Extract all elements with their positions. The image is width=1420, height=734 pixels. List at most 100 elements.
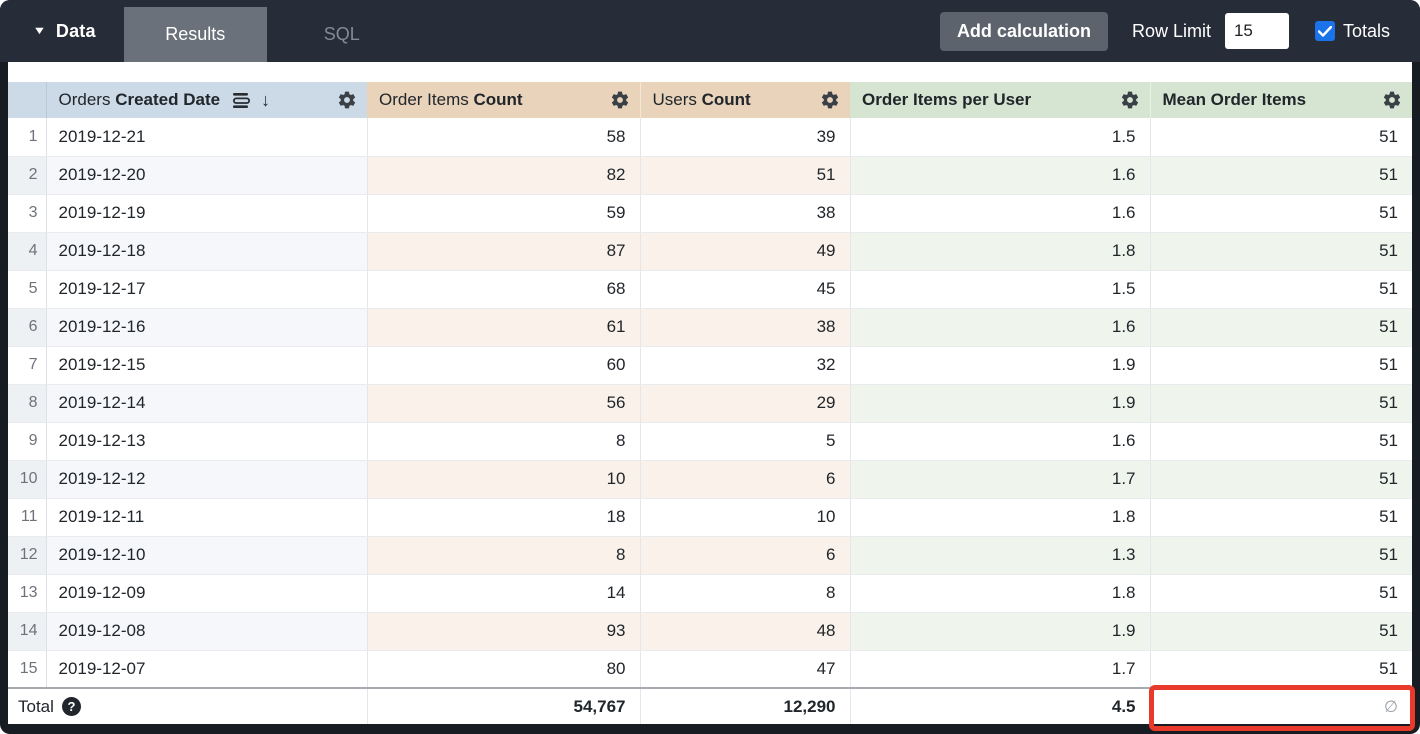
cell-orders-created-date[interactable]: 2019-12-15 [45, 346, 367, 385]
cell-orders-created-date[interactable]: 2019-12-13 [45, 422, 367, 461]
cell-order-items-count[interactable]: 87 [366, 232, 640, 271]
cell-orders-created-date[interactable]: 2019-12-09 [45, 574, 367, 613]
cell-users-count[interactable]: 38 [639, 308, 850, 347]
cell-users-count[interactable]: 51 [639, 156, 850, 195]
column-header-order-items-count[interactable]: Order Items Count [367, 82, 640, 118]
cell-mean-order-items[interactable]: 51 [1149, 156, 1412, 195]
cell-orders-created-date[interactable]: 2019-12-21 [45, 118, 367, 157]
cell-order-items-count[interactable]: 8 [366, 536, 640, 575]
row-number: 15 [8, 650, 47, 689]
cell-mean-order-items[interactable]: 51 [1149, 650, 1412, 689]
cell-orders-created-date[interactable]: 2019-12-10 [45, 536, 367, 575]
cell-order-items-count[interactable]: 60 [366, 346, 640, 385]
cell-mean-order-items[interactable]: 51 [1149, 384, 1412, 423]
cell-mean-order-items[interactable]: 51 [1149, 308, 1412, 347]
cell-orders-created-date[interactable]: 2019-12-08 [45, 612, 367, 651]
cell-users-count[interactable]: 6 [639, 460, 850, 499]
cell-order-items-count[interactable]: 93 [366, 612, 640, 651]
cell-orders-created-date[interactable]: 2019-12-17 [45, 270, 367, 309]
cell-mean-order-items[interactable]: 51 [1149, 498, 1412, 537]
cell-users-count[interactable]: 38 [639, 194, 850, 233]
cell-users-count[interactable]: 8 [639, 574, 850, 613]
cell-order-items-per-user[interactable]: 1.9 [849, 384, 1150, 423]
cell-orders-created-date[interactable]: 2019-12-11 [45, 498, 367, 537]
cell-order-items-per-user[interactable]: 1.6 [849, 422, 1150, 461]
data-menu-toggle[interactable]: ▼ Data [8, 0, 124, 62]
cell-order-items-per-user[interactable]: 1.6 [849, 308, 1150, 347]
cell-users-count[interactable]: 39 [639, 118, 850, 157]
cell-mean-order-items[interactable]: 51 [1149, 536, 1412, 575]
cell-order-items-per-user[interactable]: 1.8 [849, 574, 1150, 613]
cell-mean-order-items[interactable]: 51 [1149, 346, 1412, 385]
cell-order-items-count[interactable]: 61 [366, 308, 640, 347]
cell-users-count[interactable]: 32 [639, 346, 850, 385]
gear-icon[interactable] [1382, 90, 1402, 110]
totals-checkbox[interactable] [1314, 21, 1335, 41]
table-row: 9 2019-12-13 8 5 1.6 51 [8, 422, 1412, 461]
cell-order-items-per-user[interactable]: 1.8 [849, 498, 1150, 537]
gear-icon[interactable] [337, 90, 357, 110]
tab-results[interactable]: Results [123, 7, 267, 62]
column-header-users-count[interactable]: Users Count [639, 82, 850, 118]
cell-mean-order-items[interactable]: 51 [1149, 118, 1412, 157]
cell-users-count[interactable]: 6 [639, 536, 850, 575]
cell-order-items-count[interactable]: 59 [366, 194, 640, 233]
cell-order-items-count[interactable]: 18 [366, 498, 640, 537]
gear-icon[interactable] [1120, 90, 1140, 110]
cell-mean-order-items[interactable]: 51 [1149, 460, 1412, 499]
cell-order-items-per-user[interactable]: 1.7 [849, 650, 1150, 689]
cell-order-items-per-user[interactable]: 1.6 [849, 156, 1150, 195]
cell-users-count[interactable]: 47 [639, 650, 850, 689]
cell-orders-created-date[interactable]: 2019-12-19 [45, 194, 367, 233]
column-header-order-items-per-user[interactable]: Order Items per User [850, 82, 1150, 118]
cell-order-items-count[interactable]: 8 [366, 422, 640, 461]
column-header-mean-order-items[interactable]: Mean Order Items [1149, 82, 1412, 118]
cell-mean-order-items[interactable]: 51 [1149, 270, 1412, 309]
row-limit-input[interactable] [1224, 13, 1289, 49]
cell-mean-order-items[interactable]: 51 [1149, 232, 1412, 271]
cell-mean-order-items[interactable]: 51 [1149, 574, 1412, 613]
cell-orders-created-date[interactable]: 2019-12-07 [45, 650, 367, 689]
cell-users-count[interactable]: 48 [639, 612, 850, 651]
cell-users-count[interactable]: 49 [639, 232, 850, 271]
add-calculation-button[interactable]: Add calculation [939, 11, 1108, 51]
cell-orders-created-date[interactable]: 2019-12-20 [45, 156, 367, 195]
gear-icon[interactable] [820, 90, 840, 110]
cell-order-items-per-user[interactable]: 1.5 [849, 270, 1150, 309]
cell-mean-order-items[interactable]: 51 [1149, 612, 1412, 651]
fill-fields-icon[interactable] [232, 92, 251, 109]
cell-order-items-count[interactable]: 82 [366, 156, 640, 195]
cell-users-count[interactable]: 29 [639, 384, 850, 423]
cell-order-items-count[interactable]: 14 [366, 574, 640, 613]
cell-users-count[interactable]: 10 [639, 498, 850, 537]
cell-order-items-per-user[interactable]: 1.3 [849, 536, 1150, 575]
cell-order-items-per-user[interactable]: 1.7 [849, 460, 1150, 499]
cell-order-items-count[interactable]: 80 [366, 650, 640, 689]
cell-order-items-per-user[interactable]: 1.5 [849, 118, 1150, 157]
help-icon[interactable]: ? [61, 697, 81, 716]
cell-order-items-per-user[interactable]: 1.6 [849, 194, 1150, 233]
cell-order-items-per-user[interactable]: 1.9 [849, 612, 1150, 651]
cell-users-count[interactable]: 45 [639, 270, 850, 309]
row-number: 11 [8, 498, 47, 537]
gear-icon[interactable] [610, 90, 630, 110]
cell-orders-created-date[interactable]: 2019-12-16 [45, 308, 367, 347]
column-header-orders-created-date[interactable]: Orders Created Date ↓ [46, 82, 367, 118]
cell-order-items-per-user[interactable]: 1.8 [849, 232, 1150, 271]
cell-order-items-count[interactable]: 56 [366, 384, 640, 423]
sort-desc-icon[interactable]: ↓ [261, 89, 271, 110]
tab-sql[interactable]: SQL [323, 24, 360, 44]
cell-orders-created-date[interactable]: 2019-12-18 [45, 232, 367, 271]
top-toolbar: ▼ Data Results SQL Add calculation Row L… [0, 0, 1420, 62]
row-number-header [8, 82, 47, 118]
cell-mean-order-items[interactable]: 51 [1149, 194, 1412, 233]
cell-order-items-count[interactable]: 68 [366, 270, 640, 309]
cell-order-items-per-user[interactable]: 1.9 [849, 346, 1150, 385]
cell-users-count[interactable]: 5 [639, 422, 850, 461]
cell-orders-created-date[interactable]: 2019-12-14 [45, 384, 367, 423]
cell-order-items-count[interactable]: 10 [366, 460, 640, 499]
cell-mean-order-items[interactable]: 51 [1149, 422, 1412, 461]
totals-toggle[interactable]: Totals [1314, 21, 1390, 42]
cell-orders-created-date[interactable]: 2019-12-12 [45, 460, 367, 499]
cell-order-items-count[interactable]: 58 [366, 118, 640, 157]
